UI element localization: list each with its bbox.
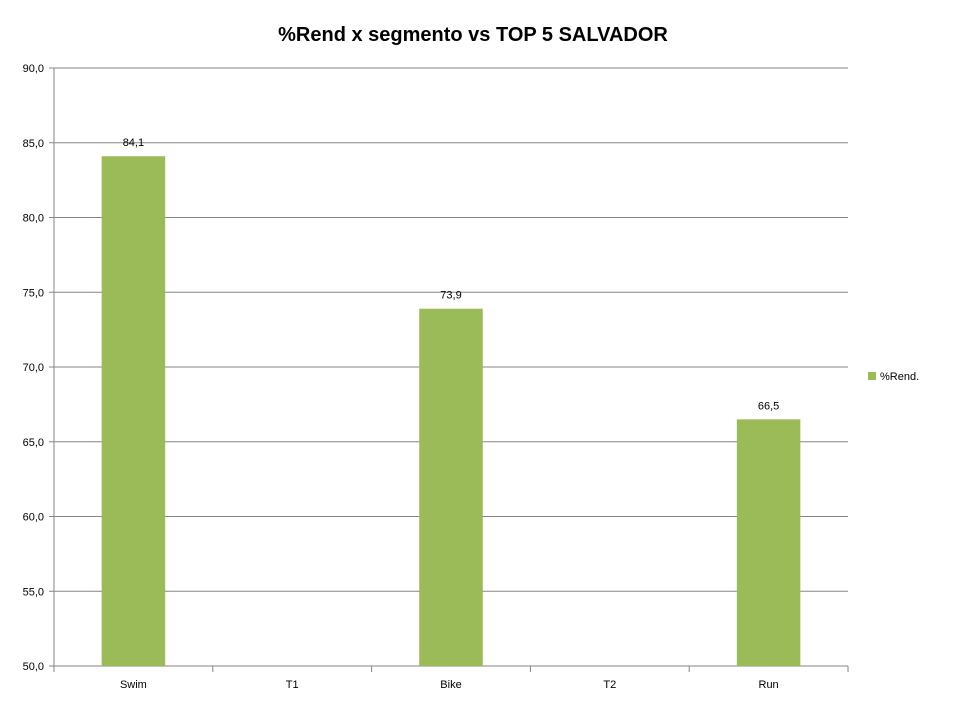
y-tick-label: 80,0 (23, 213, 44, 225)
y-tick-label: 70,0 (23, 362, 44, 374)
y-tick-label: 65,0 (23, 437, 44, 449)
x-tick-label: Swim (120, 679, 147, 691)
y-tick-label: 75,0 (23, 287, 44, 299)
y-tick-label: 50,0 (23, 661, 44, 673)
legend-label: %Rend. (880, 371, 919, 383)
x-tick-label: T2 (603, 679, 616, 691)
data-label: 84,1 (123, 137, 144, 149)
bar (419, 308, 483, 666)
y-tick-label: 90,0 (23, 63, 44, 75)
bar (101, 156, 166, 666)
x-tick-label: Bike (440, 679, 461, 691)
data-label: 66,5 (758, 400, 779, 412)
y-tick-label: 55,0 (23, 586, 44, 598)
y-tick-label: 85,0 (23, 138, 44, 150)
x-tick-label: T1 (286, 679, 299, 691)
y-tick-label: 60,0 (23, 512, 44, 524)
bar (736, 419, 801, 666)
legend-swatch (868, 372, 876, 380)
data-label: 73,9 (440, 290, 461, 302)
chart-title: %Rend x segmento vs TOP 5 SALVADOR (278, 24, 668, 46)
x-tick-label: Run (759, 679, 779, 691)
